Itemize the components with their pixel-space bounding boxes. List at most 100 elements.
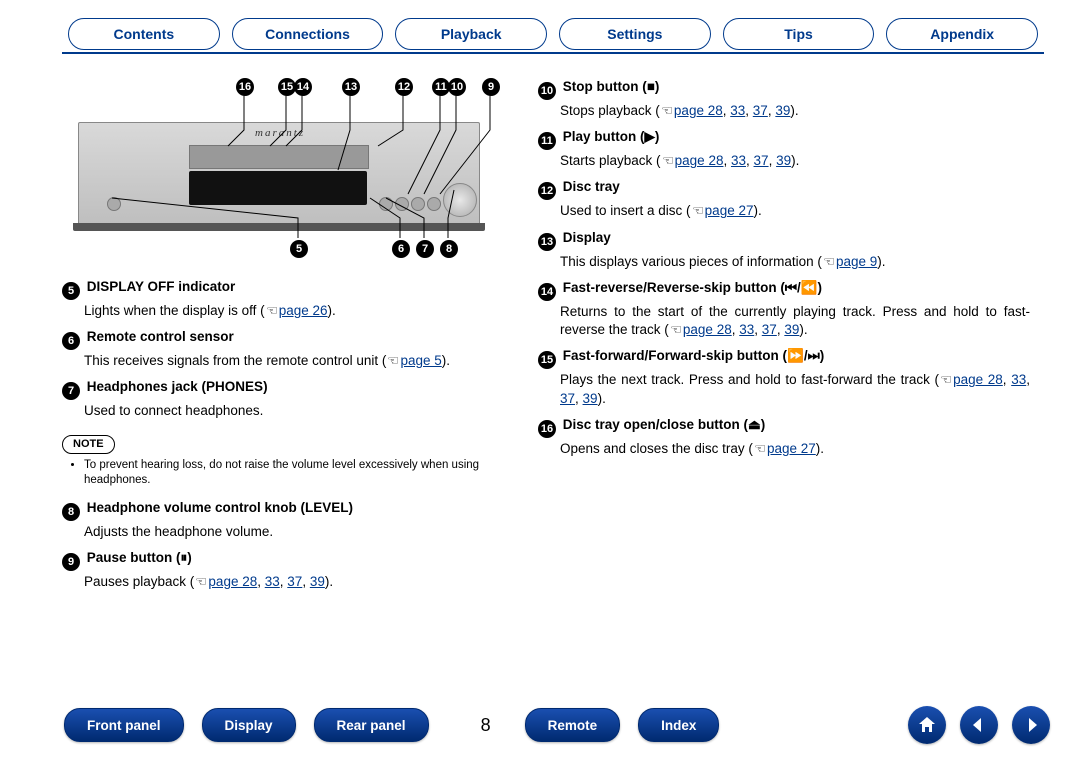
leader-lines (68, 78, 506, 258)
item-16: 16 Disc tray open/close button (⏏) Opens … (538, 416, 1030, 458)
page-ref-link[interactable]: page 9 (836, 254, 877, 269)
item-desc: Used to connect headphones. (84, 402, 514, 420)
back-icon[interactable] (960, 706, 998, 744)
item-number: 8 (62, 503, 80, 521)
item-desc: Adjusts the headphone volume. (84, 523, 514, 541)
item-number: 6 (62, 332, 80, 350)
page-ref-link[interactable]: 39 (310, 574, 325, 589)
page-ref-link[interactable]: 39 (784, 322, 799, 337)
item-number: 10 (538, 82, 556, 100)
page-ref-link[interactable]: page 28 (953, 372, 1003, 387)
page-ref-link[interactable]: page 27 (767, 441, 816, 456)
item-5: 5 DISPLAY OFF indicator Lights when the d… (62, 278, 514, 320)
item-title: Fast-forward/Forward-skip button (⏩/⏭) (563, 348, 824, 363)
page-ref-link[interactable]: page 28 (683, 322, 732, 337)
note-badge: NOTE (62, 435, 115, 454)
item-number: 5 (62, 282, 80, 300)
page-ref-link[interactable]: 37 (754, 153, 769, 168)
item-9: 9 Pause button (⏸) Pauses playback (☞page… (62, 549, 514, 591)
page-ref-link[interactable]: page 28 (208, 574, 257, 589)
item-desc: Stops playback (☞page 28, 33, 37, 39). (560, 102, 1030, 120)
item-title: Disc tray (563, 179, 620, 194)
item-number: 16 (538, 420, 556, 438)
item-number: 14 (538, 283, 556, 301)
item-number: 7 (62, 382, 80, 400)
callout-8: 8 (440, 240, 458, 258)
page-ref-link[interactable]: page 5 (400, 353, 441, 368)
item-desc: Pauses playback (☞page 28, 33, 37, 39). (84, 573, 514, 591)
rear-panel-button[interactable]: Rear panel (314, 708, 429, 742)
item-title: Headphone volume control knob (LEVEL) (87, 500, 353, 515)
tab-contents[interactable]: Contents (68, 18, 220, 50)
page-number: 8 (481, 715, 491, 736)
item-number: 11 (538, 132, 556, 150)
page-ref-link[interactable]: 33 (739, 322, 754, 337)
item-desc: Plays the next track. Press and hold to … (560, 371, 1030, 407)
forward-icon[interactable] (1012, 706, 1050, 744)
tab-tips[interactable]: Tips (723, 18, 875, 50)
tab-connections[interactable]: Connections (232, 18, 384, 50)
page-ref-link[interactable]: 39 (583, 391, 598, 406)
page-ref-link[interactable]: 37 (560, 391, 575, 406)
tab-playback[interactable]: Playback (395, 18, 547, 50)
tab-settings[interactable]: Settings (559, 18, 711, 50)
callout-14: 14 (294, 78, 312, 96)
item-10: 10 Stop button (■)Stops playback (☞page … (538, 78, 1030, 120)
page-ref-link[interactable]: 33 (265, 574, 280, 589)
bottom-nav: Front panel Display Rear panel 8 Remote … (64, 705, 1050, 745)
item-desc: Opens and closes the disc tray (☞page 27… (560, 440, 1030, 458)
item-title: Headphones jack (PHONES) (87, 379, 268, 394)
callout-12: 12 (395, 78, 413, 96)
item-number: 12 (538, 182, 556, 200)
item-number: 9 (62, 553, 80, 571)
callout-10: 10 (448, 78, 466, 96)
top-nav: Contents Connections Playback Settings T… (68, 18, 1038, 50)
item-desc: Lights when the display is off (☞page 26… (84, 302, 514, 320)
page-ref-link[interactable]: 33 (731, 153, 746, 168)
display-button[interactable]: Display (202, 708, 296, 742)
item-desc: This displays various pieces of informat… (560, 253, 1030, 271)
remote-button[interactable]: Remote (525, 708, 621, 742)
item-7: 7 Headphones jack (PHONES) Used to connec… (62, 378, 514, 420)
item-8: 8 Headphone volume control knob (LEVEL) A… (62, 499, 514, 541)
callout-9: 9 (482, 78, 500, 96)
item-desc: This receives signals from the remote co… (84, 352, 514, 370)
page-ref-link[interactable]: page 28 (674, 103, 723, 118)
page-ref-link[interactable]: 33 (1011, 372, 1026, 387)
callout-6: 6 (392, 240, 410, 258)
page-ref-link[interactable]: 37 (762, 322, 777, 337)
page-ref-link[interactable]: page 28 (675, 153, 724, 168)
page-ref-link[interactable]: 37 (287, 574, 302, 589)
page-ref-link[interactable]: page 26 (279, 303, 328, 318)
tab-appendix[interactable]: Appendix (886, 18, 1038, 50)
item-title: Display (563, 230, 611, 245)
page-ref-link[interactable]: 33 (730, 103, 745, 118)
page-ref-link[interactable]: 37 (753, 103, 768, 118)
item-11: 11 Play button (▶) Starts playback (☞page… (538, 128, 1030, 170)
item-15: 15 Fast-forward/Forward-skip button (⏩/⏭… (538, 347, 1030, 407)
item-number: 15 (538, 351, 556, 369)
item-title: Fast-reverse/Reverse-skip button (⏮/⏪) (563, 280, 822, 295)
left-column: 5 DISPLAY OFF indicator Lights when the d… (62, 278, 514, 599)
item-title: DISPLAY OFF indicator (87, 279, 236, 294)
front-panel-button[interactable]: Front panel (64, 708, 184, 742)
page-ref-link[interactable]: 39 (776, 153, 791, 168)
item-title: Play button (▶) (563, 129, 660, 144)
right-column: 10 Stop button (■)Stops playback (☞page … (538, 78, 1030, 466)
device-diagram: marantz 1615141312111095678 (68, 78, 506, 258)
item-title: Pause button (⏸) (87, 550, 192, 565)
callout-16: 16 (236, 78, 254, 96)
callout-5: 5 (290, 240, 308, 258)
item-desc: Starts playback (☞page 28, 33, 37, 39). (560, 152, 1030, 170)
item-title: Disc tray open/close button (⏏) (563, 417, 766, 432)
item-12: 12 Disc trayUsed to insert a disc (☞page… (538, 178, 1030, 220)
callout-13: 13 (342, 78, 360, 96)
item-13: 13 DisplayThis displays various pieces o… (538, 229, 1030, 271)
item-title: Remote control sensor (87, 329, 234, 344)
home-icon[interactable] (908, 706, 946, 744)
page-ref-link[interactable]: page 27 (705, 203, 754, 218)
page-ref-link[interactable]: 39 (775, 103, 790, 118)
note-list: To prevent hearing loss, do not raise th… (84, 458, 514, 489)
index-button[interactable]: Index (638, 708, 719, 742)
note-bullet: To prevent hearing loss, do not raise th… (84, 458, 514, 489)
